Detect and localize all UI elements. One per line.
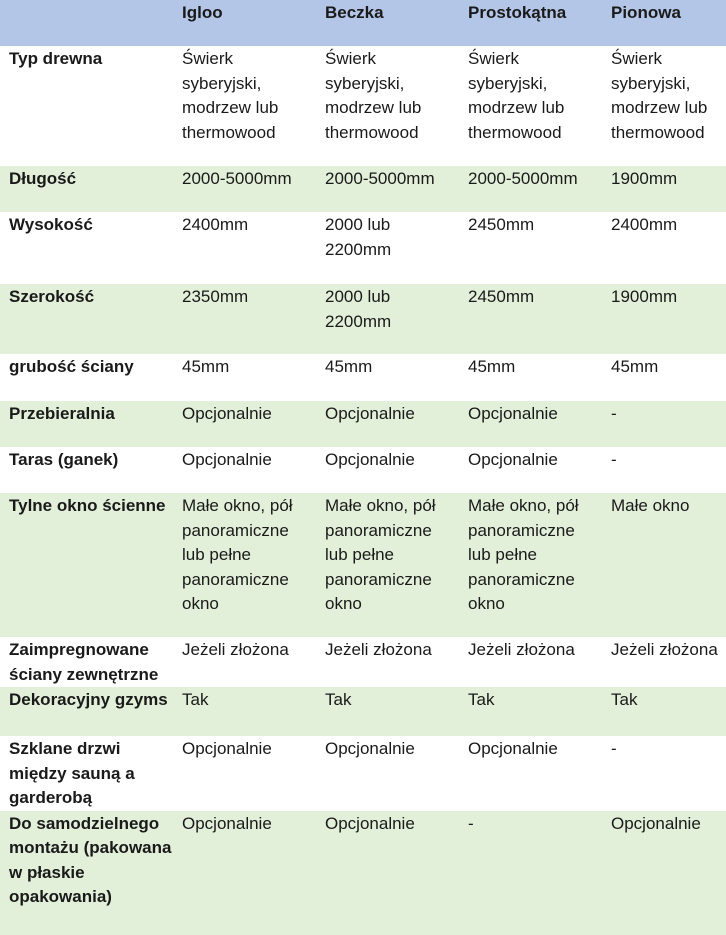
cell-value: Świerk syberyjski, modrzew lub thermowoo… — [459, 46, 602, 166]
cell-value: 2450mm — [459, 212, 602, 284]
table-row: Szklane drzwi między sauną a garderobą O… — [0, 736, 726, 811]
header-cell-empty — [0, 0, 173, 46]
table-body: Typ drewna Świerk syberyjski, modrzew lu… — [0, 46, 726, 935]
table-row: Przebieralnia Opcjonalnie Opcjonalnie Op… — [0, 401, 726, 447]
cell-value: Małe okno, pół panoramiczne lub pełne pa… — [459, 493, 602, 637]
cell-value: 45mm — [459, 354, 602, 401]
table-row: Tylne okno ścienne Małe okno, pół panora… — [0, 493, 726, 637]
cell-value: - — [602, 447, 726, 493]
cell-value: 45mm — [173, 354, 316, 401]
cell-value: 2000-5000mm — [459, 166, 602, 212]
cell-value: Świerk syberyjski, modrzew lub thermowoo… — [173, 46, 316, 166]
row-label: Taras (ganek) — [0, 447, 173, 493]
cell-value: - — [602, 736, 726, 811]
cell-value: Opcjonalnie — [316, 736, 459, 811]
row-label: Przebieralnia — [0, 401, 173, 447]
table-row: Długość 2000-5000mm 2000-5000mm 2000-500… — [0, 166, 726, 212]
row-label: Typ drewna — [0, 46, 173, 166]
header-cell-igloo: Igloo — [173, 0, 316, 46]
cell-value: - — [459, 810, 602, 935]
table-row: grubość ściany 45mm 45mm 45mm 45mm — [0, 354, 726, 401]
cell-value: Jeżeli złożona — [173, 637, 316, 687]
row-label: Szklane drzwi między sauną a garderobą — [0, 736, 173, 811]
header-cell-prostokatna: Prostokątna — [459, 0, 602, 46]
header-cell-beczka: Beczka — [316, 0, 459, 46]
table-row: Dekoracyjny gzyms Tak Tak Tak Tak — [0, 687, 726, 736]
row-label: Dekoracyjny gzyms — [0, 687, 173, 736]
cell-value: Opcjonalnie — [173, 736, 316, 811]
cell-value: 2400mm — [602, 212, 726, 284]
cell-value: 1900mm — [602, 284, 726, 354]
cell-value: Małe okno, pół panoramiczne lub pełne pa… — [316, 493, 459, 637]
table-row: Typ drewna Świerk syberyjski, modrzew lu… — [0, 46, 726, 166]
row-label: Tylne okno ścienne — [0, 493, 173, 637]
cell-value: Jeżeli złożona — [459, 637, 602, 687]
cell-value: 2000-5000mm — [316, 166, 459, 212]
cell-value: Tak — [316, 687, 459, 736]
cell-value: 2000 lub 2200mm — [316, 284, 459, 354]
table-row: Wysokość 2400mm 2000 lub 2200mm 2450mm 2… — [0, 212, 726, 284]
cell-value: 2000 lub 2200mm — [316, 212, 459, 284]
cell-value: 45mm — [316, 354, 459, 401]
cell-value: Opcjonalnie — [316, 810, 459, 935]
cell-value: Świerk syberyjski, modrzew lub thermowoo… — [602, 46, 726, 166]
cell-value: 2400mm — [173, 212, 316, 284]
table-row: Do samodzielnego montażu (pakowana w pła… — [0, 810, 726, 935]
cell-value: Opcjonalnie — [316, 401, 459, 447]
cell-value: Opcjonalnie — [459, 447, 602, 493]
cell-value: 2000-5000mm — [173, 166, 316, 212]
cell-value: Opcjonalnie — [459, 736, 602, 811]
cell-value: Opcjonalnie — [602, 810, 726, 935]
cell-value: Opcjonalnie — [173, 447, 316, 493]
cell-value: 2350mm — [173, 284, 316, 354]
cell-value: 2450mm — [459, 284, 602, 354]
row-label: Wysokość — [0, 212, 173, 284]
row-label: Do samodzielnego montażu (pakowana w pła… — [0, 810, 173, 935]
cell-value: Jeżeli złożona — [316, 637, 459, 687]
cell-value: Tak — [602, 687, 726, 736]
cell-value: Małe okno — [602, 493, 726, 637]
table-header: Igloo Beczka Prostokątna Pionowa — [0, 0, 726, 46]
cell-value: Opcjonalnie — [316, 447, 459, 493]
cell-value: Świerk syberyjski, modrzew lub thermowoo… — [316, 46, 459, 166]
cell-value: Opcjonalnie — [459, 401, 602, 447]
row-label: grubość ściany — [0, 354, 173, 401]
header-cell-pionowa: Pionowa — [602, 0, 726, 46]
row-label: Długość — [0, 166, 173, 212]
cell-value: Jeżeli złożona — [602, 637, 726, 687]
cell-value: Małe okno, pół panoramiczne lub pełne pa… — [173, 493, 316, 637]
header-row: Igloo Beczka Prostokątna Pionowa — [0, 0, 726, 46]
table-row: Szerokość 2350mm 2000 lub 2200mm 2450mm … — [0, 284, 726, 354]
cell-value: - — [602, 401, 726, 447]
cell-value: Tak — [173, 687, 316, 736]
cell-value: 1900mm — [602, 166, 726, 212]
cell-value: 45mm — [602, 354, 726, 401]
cell-value: Tak — [459, 687, 602, 736]
table-row: Taras (ganek) Opcjonalnie Opcjonalnie Op… — [0, 447, 726, 493]
cell-value: Opcjonalnie — [173, 401, 316, 447]
table-row: Zaimpregnowane ściany zewnętrzne Jeżeli … — [0, 637, 726, 687]
cell-value: Opcjonalnie — [173, 810, 316, 935]
row-label: Zaimpregnowane ściany zewnętrzne — [0, 637, 173, 687]
row-label: Szerokość — [0, 284, 173, 354]
